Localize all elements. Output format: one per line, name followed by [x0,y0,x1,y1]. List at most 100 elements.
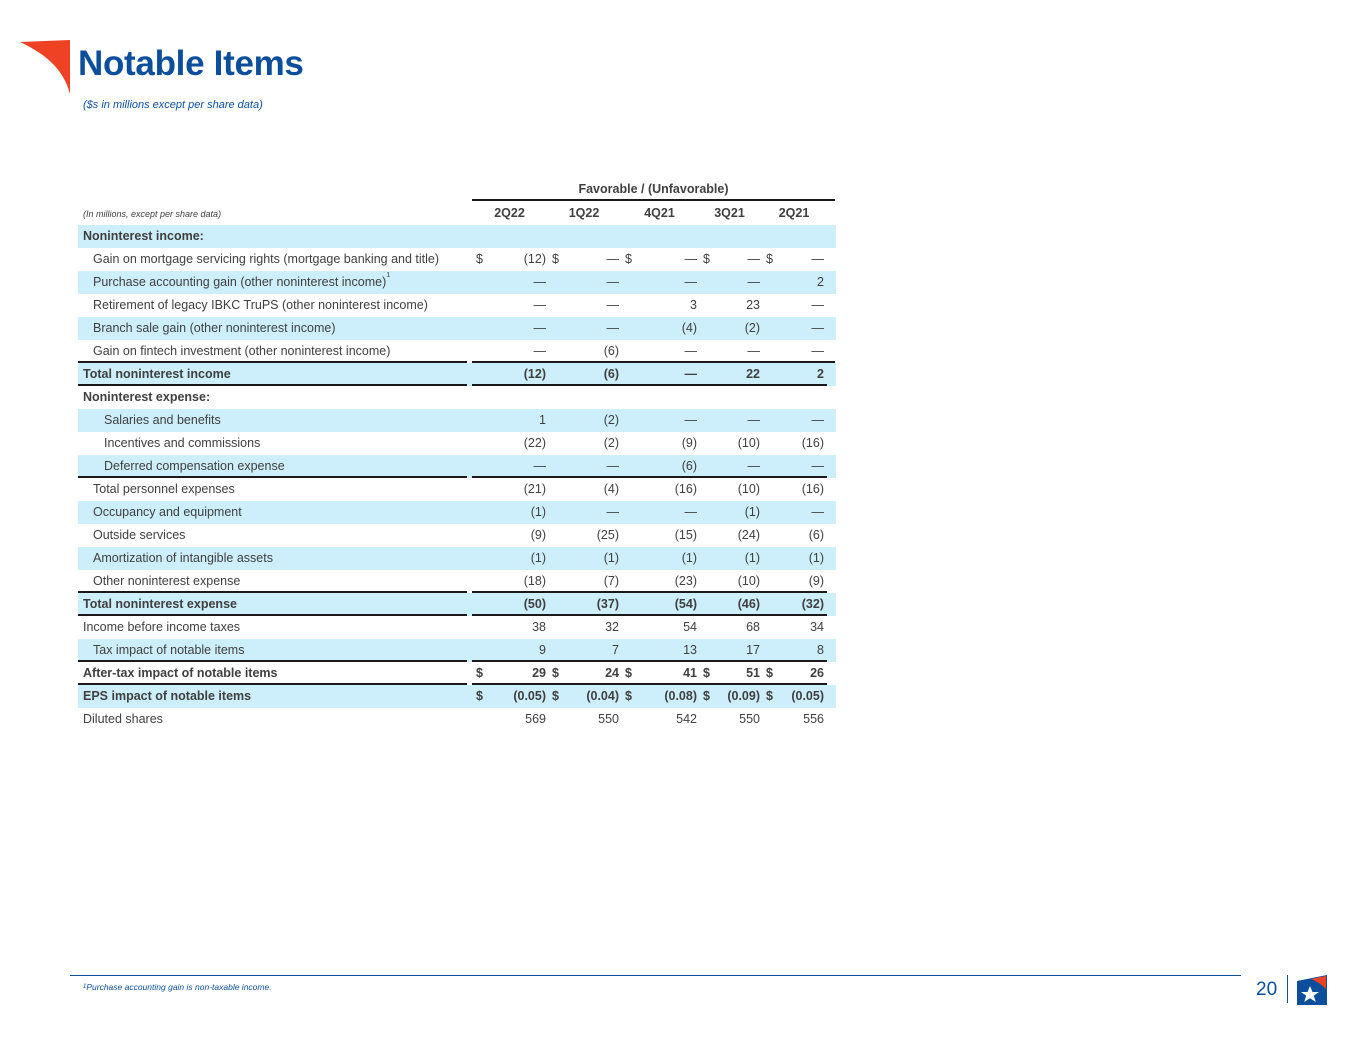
currency-symbol: $ [703,252,710,266]
value-cell: — [811,298,825,312]
table-row: Salaries and benefits 1 (2) — — — [78,409,836,432]
value-cell: — [606,298,620,312]
row-label: Total noninterest income [83,367,231,381]
value-cell: — [533,321,547,335]
rule-line [472,476,827,478]
value-cell: 51 [746,666,760,680]
value-cell: (16) [801,436,824,450]
value-cell: (2) [603,436,619,450]
row-label: EPS impact of notable items [83,689,252,703]
currency-symbol: $ [625,252,632,266]
currency-symbol: $ [625,689,632,703]
currency-symbol: $ [625,666,632,680]
value-cell: 3 [690,298,697,312]
value-cell: (10) [737,574,760,588]
value-cell: 68 [746,620,760,634]
rule-line [78,361,467,363]
value-cell: — [606,505,620,519]
value-cell: — [811,321,825,335]
value-cell: 34 [810,620,824,634]
table-row: EPS impact of notable items (0.05) $ (0.04)… [78,685,836,708]
value-cell: (0.09) [727,689,760,703]
value-cell: — [533,344,547,358]
table-row: Incentives and commissions (22) (2) (9) (10)… [78,432,836,455]
value-cell: 22 [746,367,760,381]
currency-symbol: $ [476,689,483,703]
period-header: 4Q21 [644,206,675,220]
value-cell: 542 [676,712,697,726]
table-row: Noninterest expense: [78,386,836,409]
value-cell: (2) [744,321,760,335]
rule-line [78,384,467,386]
value-cell: (12) [523,252,546,266]
row-label: Incentives and commissions [104,436,261,450]
row-label: Salaries and benefits [104,413,221,427]
value-cell: (50) [523,597,546,611]
row-label: Noninterest expense: [83,390,211,404]
table-row: Total noninterest income (12) (6) —22 2 [78,363,836,386]
row-label: Deferred compensation expense [104,459,285,473]
value-cell: — [606,275,620,289]
table-row: Other noninterest expense (18) (7) (23) (10)… [78,570,836,593]
value-cell: — [684,275,698,289]
value-cell: — [747,459,761,473]
logo-swoosh-icon [20,40,70,94]
rule-line [78,476,467,478]
value-cell: (1) [530,505,546,519]
value-cell: — [606,252,620,266]
value-cell: 556 [803,712,824,726]
value-cell: (6) [681,459,697,473]
row-label: Occupancy and equipment [93,505,242,519]
rule-line [472,384,827,386]
value-cell: (16) [801,482,824,496]
value-cell: (1) [808,551,824,565]
value-cell: — [747,275,761,289]
row-label: Noninterest income: [83,229,204,243]
rule-line [472,683,827,685]
value-cell: — [811,344,825,358]
table-row: Tax impact of notable items 9 7 13 17 8 [78,639,836,662]
value-cell: (4) [603,482,619,496]
table-row: Deferred compensation expense — — (6) — — [78,455,836,478]
row-label: Income before income taxes [83,620,241,634]
page-number: 20 [1256,979,1278,1000]
value-cell: — [533,275,547,289]
value-cell: (0.04) [586,689,619,703]
star-logo-icon [1297,975,1327,1005]
value-cell: (24) [737,528,760,542]
period-header: 2Q21 [778,206,810,220]
value-cell: (25) [596,528,619,542]
rule-line [78,683,467,685]
period-header: 2Q22 [494,206,525,220]
currency-symbol: $ [552,689,559,703]
value-cell: (1) [603,551,619,565]
value-cell: 54 [683,620,697,634]
row-label: Retirement of legacy IBKC TruPS (other n… [93,298,428,312]
table-row: Gain on mortgage servicing rights (mortg… [78,248,836,271]
table-row: Total personnel expenses (21) (4) (16) (10) (… [78,478,836,501]
value-cell: (7) [603,574,619,588]
value-cell: 41 [683,666,697,680]
value-cell: 38 [532,620,546,634]
value-cell: 569 [525,712,546,726]
value-cell: (9) [808,574,824,588]
row-label: Tax impact of notable items [93,643,245,657]
value-cell: — [811,459,825,473]
rule-line [472,660,827,662]
value-cell: (1) [681,551,697,565]
rule-line [472,591,827,593]
table-row: Noninterest income: [78,225,836,248]
rule-line [78,660,467,662]
value-cell: (9) [530,528,546,542]
row-label: Total noninterest expense [83,597,237,611]
value-cell: 23 [746,298,760,312]
row-label: Diluted shares [83,712,163,726]
value-cell: 9 [539,643,546,657]
value-cell: — [606,459,620,473]
value-cell: — [684,367,698,381]
table-row: After-tax impact of notable items 29 $24 $4… [78,662,836,685]
value-cell: 550 [598,712,619,726]
row-label: Purchase accounting gain (other noninter… [93,272,391,289]
row-label: Other noninterest expense [93,574,241,588]
table-row: Diluted shares 569 550 542 550 556 [78,708,836,731]
